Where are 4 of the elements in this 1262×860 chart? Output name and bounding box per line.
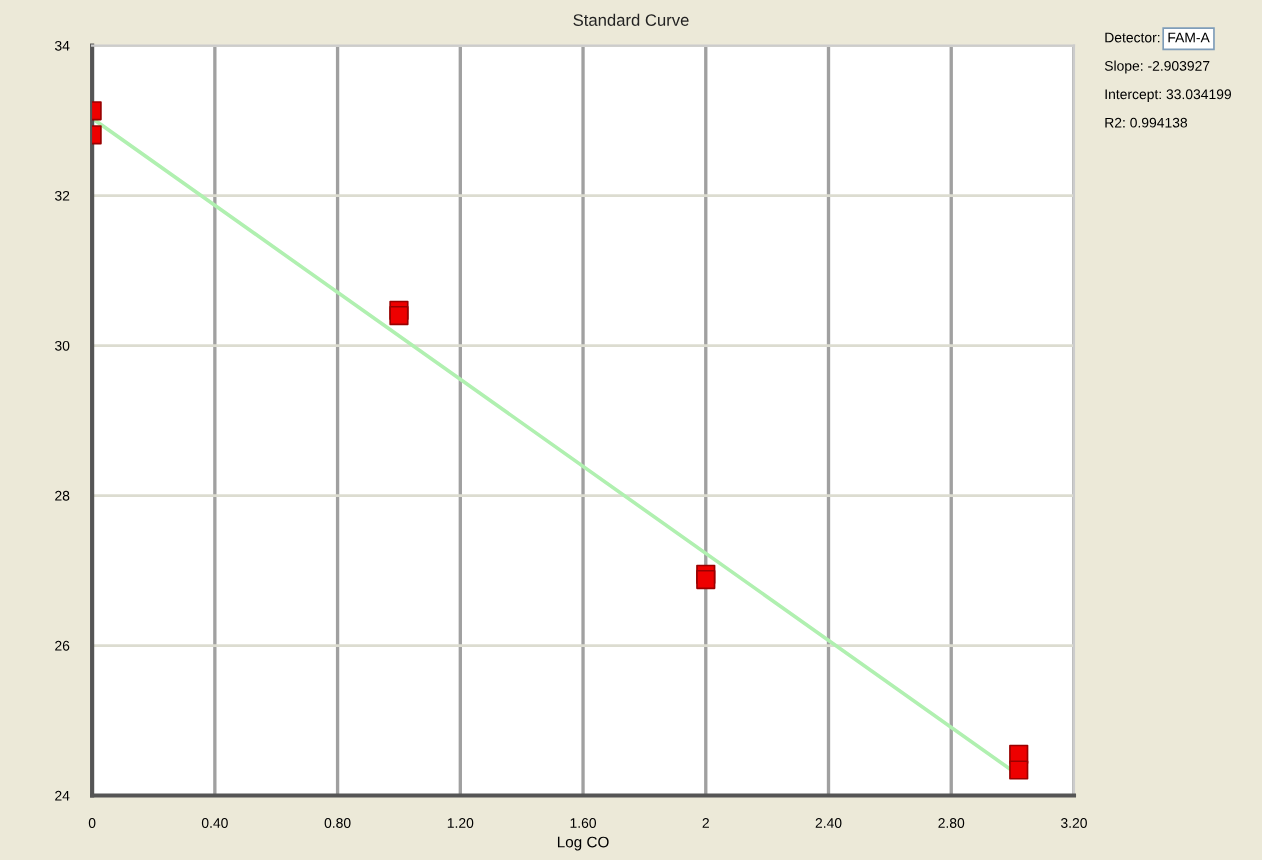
point xyxy=(389,305,409,326)
point xyxy=(1009,760,1029,780)
chart-title: Standard Curve xyxy=(573,13,689,26)
point xyxy=(696,569,716,590)
